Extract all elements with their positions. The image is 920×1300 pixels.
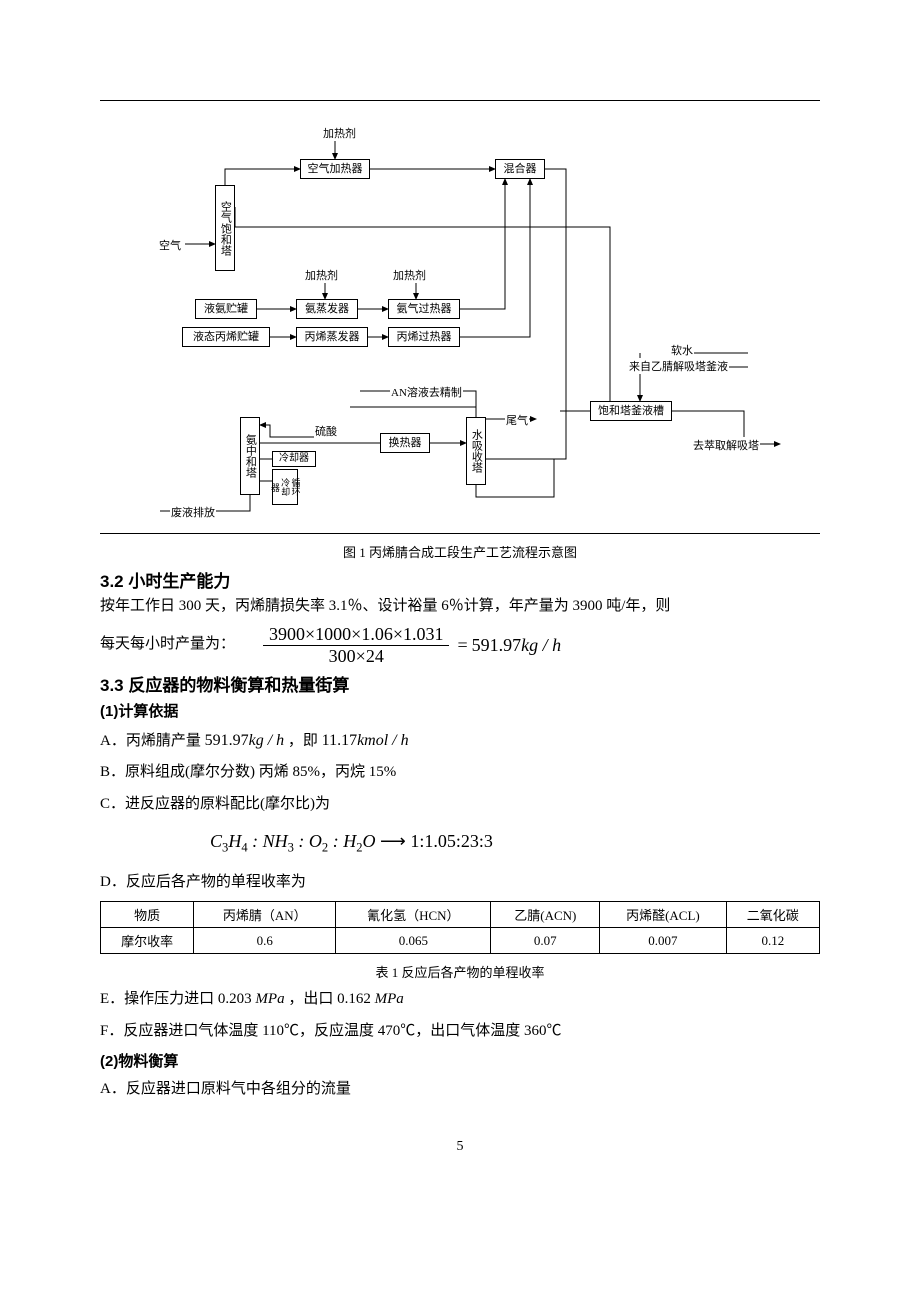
item-c: C．进反应器的原料配比(摩尔比)为 [100, 792, 820, 818]
table-row: 物质 丙烯腈（AN） 氰化氢（HCN） 乙腈(ACN) 丙烯醛(ACL) 二氧化… [101, 902, 820, 928]
item-d: D．反应后各产物的单程收率为 [100, 870, 820, 896]
yield-th-1: 丙烯腈（AN） [194, 902, 336, 928]
page: 空气饱和塔 空气加热器 混合器 液氨贮罐 氨蒸发器 氨气过热器 液态丙烯贮罐 丙… [0, 0, 920, 1195]
label-to-extract-stripper: 去萃取解吸塔 [692, 437, 760, 453]
item-e-unit-1: MPa [255, 991, 284, 1007]
label-an-solution: AN溶液去精制 [390, 384, 463, 400]
formula-result: 591.97 [472, 635, 522, 656]
heading-3-3: 3.3 反应器的物料衡算和热量街算 [100, 671, 820, 696]
table-row: 摩尔收率 0.6 0.065 0.07 0.007 0.12 [101, 928, 820, 954]
yield-td-3: 0.007 [600, 928, 726, 954]
formula-unit: kg / h [521, 635, 561, 656]
label-tail-gas: 尾气 [505, 412, 529, 428]
node-circ-cooler: 循环冷却器 [272, 469, 298, 505]
figure-caption: 图 1 丙烯腈合成工段生产工艺流程示意图 [100, 542, 820, 561]
item-a-prefix: A．丙烯腈产量 [100, 733, 201, 749]
yield-table: 物质 丙烯腈（AN） 氰化氢（HCN） 乙腈(ACN) 丙烯醛(ACL) 二氧化… [100, 901, 820, 954]
item-a: A．丙烯腈产量 591.97kg / h ，即 11.17kmol / h [100, 727, 820, 755]
para-3-2-text-1: 按年工作日 300 天，丙烯腈损失率 3.1％、设计裕量 6％计算，年产量为 3… [100, 598, 670, 614]
label-heater-3: 加热剂 [392, 267, 427, 283]
item-e-mid: ，出口 0.162 [288, 991, 371, 1007]
heading-3-2: 3.2 小时生产能力 [100, 567, 820, 592]
table-caption: 表 1 反应后各产物的单程收率 [100, 962, 820, 981]
yield-row-label: 摩尔收率 [101, 928, 194, 954]
node-air-sat-tower: 空气饱和塔 [215, 185, 235, 271]
yield-th-2: 氰化氢（HCN） [336, 902, 491, 928]
yield-td-4: 0.12 [726, 928, 819, 954]
formula-denominator: 300×24 [323, 646, 390, 667]
yield-th-3: 乙腈(ACN) [491, 902, 600, 928]
node-nh3-tank: 液氨贮罐 [195, 299, 257, 319]
formula-numerator: 3900×1000×1.06×1.031 [263, 624, 449, 646]
label-heater-1: 加热剂 [322, 125, 357, 141]
node-propylene-superheater: 丙烯过热器 [388, 327, 460, 347]
node-nh3-superheater: 氨气过热器 [388, 299, 460, 319]
item-b: B．原料组成(摩尔分数) 丙烯 85%，丙烷 15% [100, 760, 820, 786]
yield-th-0: 物质 [101, 902, 194, 928]
node-nh3-evap: 氨蒸发器 [296, 299, 358, 319]
para-3-2: 按年工作日 300 天，丙烯腈损失率 3.1％、设计裕量 6％计算，年产量为 3… [100, 594, 820, 620]
para-3-2-text-2: 每天每小时产量为： [100, 632, 235, 658]
node-air-heater: 空气加热器 [300, 159, 370, 179]
label-waste-discharge: 废液排放 [170, 504, 216, 520]
label-sulfuric-acid: 硫酸 [314, 423, 338, 439]
formula-hourly-output: 3900×1000×1.06×1.031 300×24 = 591.97 kg … [259, 624, 561, 667]
label-air-in: 空气 [158, 237, 182, 253]
item-a-mid: ，即 [288, 733, 318, 749]
yield-td-1: 0.065 [336, 928, 491, 954]
yield-th-5: 二氧化碳 [726, 902, 819, 928]
label-soft-water: 软水 [670, 342, 694, 358]
yield-td-2: 0.07 [491, 928, 600, 954]
page-number: 5 [100, 1139, 820, 1155]
node-ammonia-neutralizer: 氨中和塔 [240, 417, 260, 495]
item-e-unit-2: MPa [375, 991, 404, 1007]
node-mixer: 混合器 [495, 159, 545, 179]
item-a2: A．反应器进口原料气中各组分的流量 [100, 1077, 820, 1103]
node-cooler: 冷却器 [272, 451, 316, 467]
item-a-value-1: 591.97 [205, 727, 249, 754]
diagram-frame: 空气饱和塔 空气加热器 混合器 液氨贮罐 氨蒸发器 氨气过热器 液态丙烯贮罐 丙… [100, 100, 820, 534]
molar-ratio-value: 1:1.05:23:3 [410, 831, 493, 851]
subheading-3-3-1: (1)计算依据 [100, 700, 820, 721]
node-propylene-evap: 丙烯蒸发器 [296, 327, 368, 347]
label-heater-2: 加热剂 [304, 267, 339, 283]
subheading-3-3-2: (2)物料衡算 [100, 1050, 820, 1071]
node-water-absorber: 水吸收塔 [466, 417, 486, 485]
item-f: F．反应器进口气体温度 110℃，反应温度 470℃，出口气体温度 360℃ [100, 1019, 820, 1045]
item-a-unit-2: kmol / h [357, 727, 409, 754]
node-propylene-tank: 液态丙烯贮罐 [182, 327, 270, 347]
item-a-unit-1: kg / h [249, 727, 285, 754]
node-heat-exchanger: 换热器 [380, 433, 430, 453]
yield-th-4: 丙烯醛(ACL) [600, 902, 726, 928]
formula-row-3-2: 每天每小时产量为： 3900×1000×1.06×1.031 300×24 = … [100, 624, 820, 667]
yield-td-0: 0.6 [194, 928, 336, 954]
item-e: E．操作压力进口 0.203 MPa ，出口 0.162 MPa [100, 987, 820, 1013]
molar-ratio-formula: C3H4 : NH3 : O2 : H2O ⟶ 1:1.05:23:3 [100, 831, 820, 856]
label-from-acn-stripper: 来自乙腈解吸塔釜液 [628, 358, 729, 374]
item-e-pre: E．操作压力进口 0.203 [100, 991, 252, 1007]
item-a-value-2: 11.17 [322, 727, 357, 754]
process-flow-diagram: 空气饱和塔 空气加热器 混合器 液氨贮罐 氨蒸发器 氨气过热器 液态丙烯贮罐 丙… [100, 107, 820, 527]
node-sat-tower-bottom-tank: 饱和塔釜液槽 [590, 401, 672, 421]
